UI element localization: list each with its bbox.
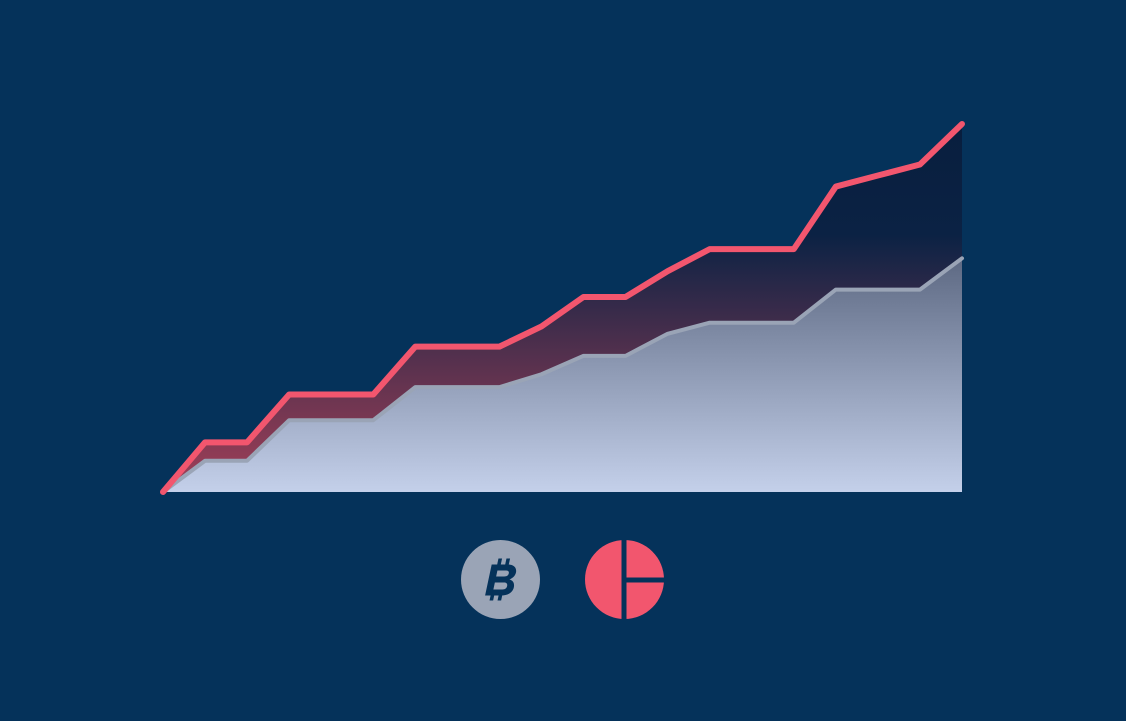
- series-line-brand: [160, 121, 965, 495]
- series-line-bitcoin: [161, 256, 964, 494]
- legend-icons: [0, 540, 1126, 620]
- bitcoin-icon: [461, 540, 540, 619]
- area-band-upper: [163, 124, 962, 492]
- plot-layer: [160, 121, 965, 495]
- area-lower: [163, 258, 962, 492]
- brand-icon: [585, 540, 664, 619]
